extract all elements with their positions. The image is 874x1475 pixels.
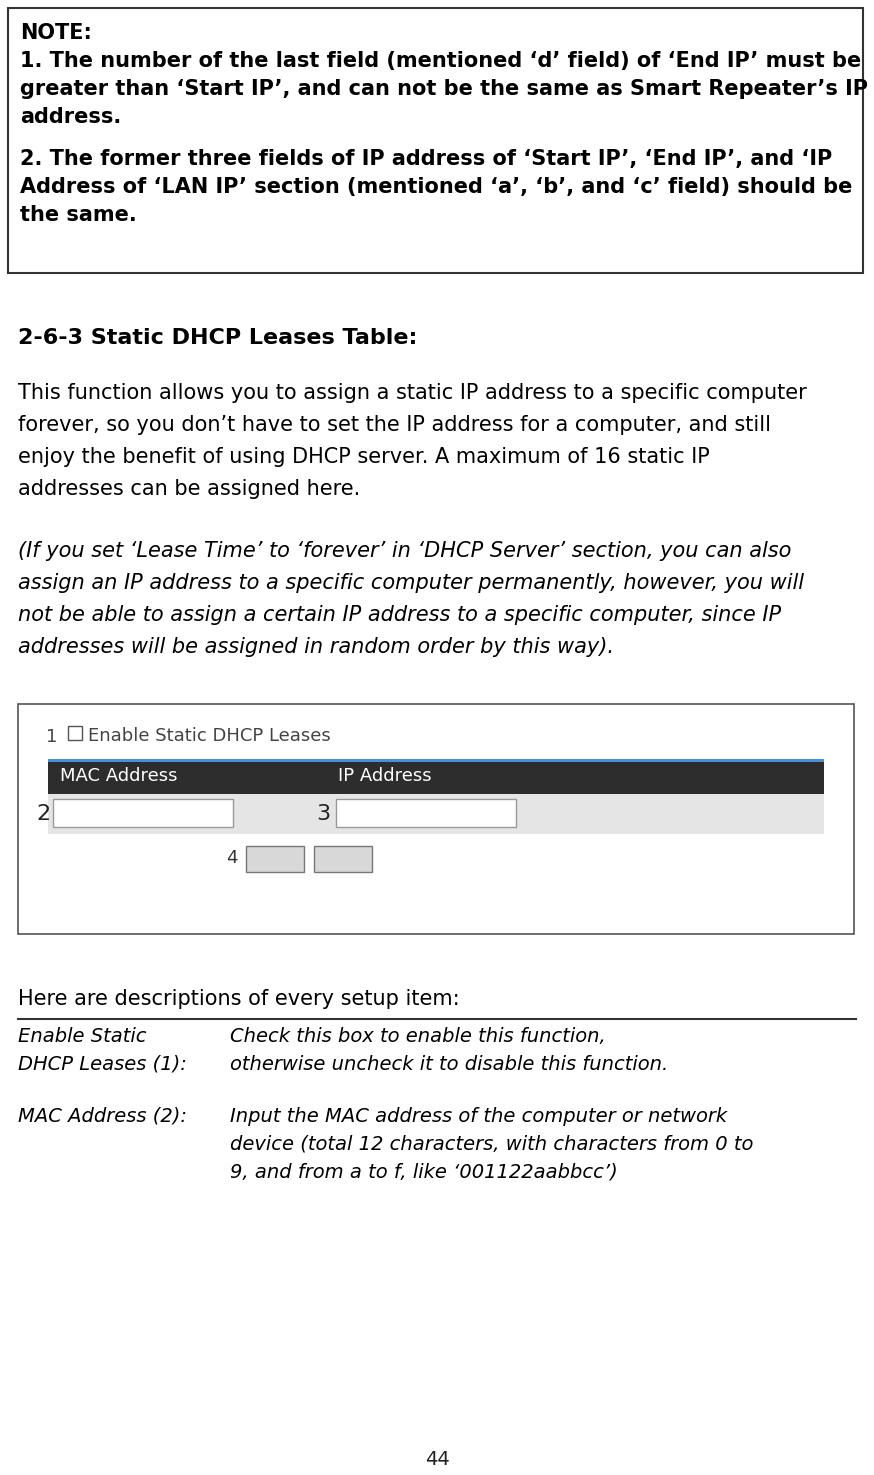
Text: Check this box to enable this function,: Check this box to enable this function, [230,1027,606,1046]
Text: 4: 4 [226,850,238,867]
Bar [68,726,82,740]
Bar [314,847,372,872]
Text: MAC Address: MAC Address [60,767,177,785]
Text: Enable Static: Enable Static [18,1027,147,1046]
Text: Here are descriptions of every setup item:: Here are descriptions of every setup ite… [18,990,460,1009]
Text: 2-6-3 Static DHCP Leases Table:: 2-6-3 Static DHCP Leases Table: [18,327,418,348]
Text: 1: 1 [46,729,58,746]
Text: enjoy the benefit of using DHCP server. A maximum of 16 static IP: enjoy the benefit of using DHCP server. … [18,447,710,468]
Text: Input the MAC address of the computer or network: Input the MAC address of the computer or… [230,1108,727,1125]
Text: NOTE:: NOTE: [20,24,92,43]
Text: Apply: Apply [249,851,301,869]
Text: otherwise uncheck it to disable this function.: otherwise uncheck it to disable this fun… [230,1055,669,1074]
Text: device (total 12 characters, with characters from 0 to: device (total 12 characters, with charac… [230,1134,753,1153]
Bar [246,847,304,872]
Text: addresses can be assigned here.: addresses can be assigned here. [18,479,360,499]
Text: IP Address: IP Address [338,767,432,785]
Bar [53,799,233,827]
Text: 1. The number of the last field (mentioned ‘d’ field) of ‘End IP’ must be
greate: 1. The number of the last field (mention… [20,52,868,127]
Text: 2. The former three fields of IP address of ‘Start IP’, ‘End IP’, and ‘IP
Addres: 2. The former three fields of IP address… [20,149,852,226]
Text: This function allows you to assign a static IP address to a specific computer: This function allows you to assign a sta… [18,384,807,403]
Text: 2: 2 [36,804,50,825]
Text: Clear: Clear [319,851,367,869]
Text: MAC Address (2):: MAC Address (2): [18,1108,187,1125]
Bar [18,704,854,934]
Bar [48,760,824,794]
Text: addresses will be assigned in random order by this way).: addresses will be assigned in random ord… [18,637,614,656]
Bar [48,760,824,763]
Bar [8,7,863,273]
Text: 44: 44 [425,1450,449,1469]
Text: 9, and from a to f, like ‘001122aabbcc’): 9, and from a to f, like ‘001122aabbcc’) [230,1162,618,1181]
Bar [336,799,516,827]
Bar [48,794,824,833]
Text: (If you set ‘Lease Time’ to ‘forever’ in ‘DHCP Server’ section, you can also: (If you set ‘Lease Time’ to ‘forever’ in… [18,541,791,561]
Text: 3: 3 [316,804,330,825]
Text: Enable Static DHCP Leases: Enable Static DHCP Leases [88,727,330,745]
Text: not be able to assign a certain IP address to a specific computer, since IP: not be able to assign a certain IP addre… [18,605,781,625]
Text: DHCP Leases (1):: DHCP Leases (1): [18,1055,187,1074]
Text: forever, so you don’t have to set the IP address for a computer, and still: forever, so you don’t have to set the IP… [18,414,771,435]
Text: assign an IP address to a specific computer permanently, however, you will: assign an IP address to a specific compu… [18,572,804,593]
